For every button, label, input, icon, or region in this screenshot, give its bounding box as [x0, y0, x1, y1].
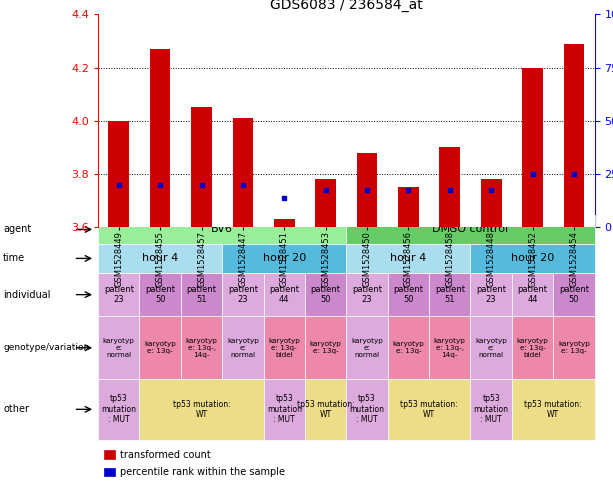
Text: hour 20: hour 20	[262, 254, 306, 263]
Bar	[346, 316, 387, 379]
Bar	[109, 121, 129, 227]
Bar	[346, 273, 387, 316]
Text: patient
51: patient 51	[435, 285, 465, 304]
Text: karyotyp
e:
normal: karyotyp e: normal	[475, 338, 507, 358]
Text: tp53
mutation
: MUT: tp53 mutation : MUT	[474, 395, 509, 424]
Bar	[264, 379, 305, 440]
Bar	[315, 179, 336, 227]
Text: tp53
mutation
: MUT: tp53 mutation : MUT	[101, 395, 136, 424]
Bar	[98, 244, 222, 273]
Bar	[553, 316, 595, 379]
Bar	[357, 153, 378, 227]
Text: patient
50: patient 50	[559, 285, 589, 304]
Text: karyotyp
e: 13q-,
14q-: karyotyp e: 13q-, 14q-	[434, 338, 466, 358]
Text: hour 20: hour 20	[511, 254, 554, 263]
Bar	[512, 273, 553, 316]
Bar	[512, 316, 553, 379]
Text: karyotyp
e: 13q-: karyotyp e: 13q-	[310, 341, 341, 354]
Bar	[429, 273, 471, 316]
Bar	[139, 316, 181, 379]
Bar	[387, 273, 429, 316]
Bar	[398, 187, 419, 227]
Bar	[264, 316, 305, 379]
Text: hour 4: hour 4	[142, 254, 178, 263]
Text: karyotyp
e:
normal: karyotyp e: normal	[351, 338, 383, 358]
Bar	[139, 273, 181, 316]
Bar	[274, 219, 295, 227]
Bar	[222, 273, 264, 316]
Bar	[98, 273, 139, 316]
Text: percentile rank within the sample: percentile rank within the sample	[120, 467, 285, 477]
Text: karyotyp
e: 13q-: karyotyp e: 13q-	[392, 341, 424, 354]
Bar	[98, 316, 139, 379]
Bar	[471, 273, 512, 316]
Text: patient
23: patient 23	[104, 285, 134, 304]
Text: karyotyp
e: 13q-: karyotyp e: 13q-	[558, 341, 590, 354]
Text: karyotyp
e: 13q-
bidel: karyotyp e: 13q- bidel	[517, 338, 549, 358]
Bar	[98, 379, 139, 440]
Text: karyotyp
e: 13q-: karyotyp e: 13q-	[144, 341, 176, 354]
Bar	[139, 379, 264, 440]
Bar	[264, 273, 305, 316]
Text: patient
23: patient 23	[228, 285, 258, 304]
Bar	[522, 68, 543, 227]
Text: transformed count: transformed count	[120, 450, 211, 460]
Bar	[346, 215, 595, 244]
Text: tp53
mutation
: MUT: tp53 mutation : MUT	[349, 395, 384, 424]
Bar	[222, 316, 264, 379]
Bar	[387, 379, 471, 440]
Bar	[104, 468, 115, 476]
Bar	[563, 44, 584, 227]
Bar	[346, 244, 470, 273]
Text: karyotyp
e:
normal: karyotyp e: normal	[103, 338, 135, 358]
Text: individual: individual	[3, 290, 50, 299]
Bar	[222, 244, 346, 273]
Text: tp53
mutation
: MUT: tp53 mutation : MUT	[267, 395, 302, 424]
Bar	[471, 316, 512, 379]
Text: patient
50: patient 50	[311, 285, 341, 304]
Bar	[98, 215, 346, 244]
Bar	[553, 273, 595, 316]
Text: patient
23: patient 23	[352, 285, 382, 304]
Text: agent: agent	[3, 225, 31, 234]
Text: time: time	[3, 254, 25, 263]
Bar	[471, 244, 595, 273]
Bar	[181, 273, 222, 316]
Bar	[191, 108, 212, 227]
Title: GDS6083 / 236584_at: GDS6083 / 236584_at	[270, 0, 423, 12]
Text: patient
23: patient 23	[476, 285, 506, 304]
Bar	[429, 316, 471, 379]
Bar	[150, 49, 170, 227]
Text: patient
50: patient 50	[394, 285, 424, 304]
Text: karyotyp
e:
normal: karyotyp e: normal	[227, 338, 259, 358]
Text: patient
44: patient 44	[269, 285, 299, 304]
Text: DMSO control: DMSO control	[432, 225, 509, 234]
Text: BV6: BV6	[211, 225, 233, 234]
Bar	[104, 450, 115, 459]
Bar	[305, 273, 346, 316]
Bar	[440, 147, 460, 227]
Bar	[471, 379, 512, 440]
Bar	[481, 179, 501, 227]
Bar	[305, 379, 346, 440]
Text: patient
44: patient 44	[517, 285, 547, 304]
Bar	[181, 316, 222, 379]
Bar	[387, 316, 429, 379]
Text: other: other	[3, 404, 29, 414]
Bar	[346, 379, 387, 440]
Bar	[232, 118, 253, 227]
Text: tp53 mutation:
WT: tp53 mutation: WT	[297, 399, 354, 419]
Text: patient
50: patient 50	[145, 285, 175, 304]
Text: karyotyp
e: 13q-
bidel: karyotyp e: 13q- bidel	[268, 338, 300, 358]
Text: tp53 mutation:
WT: tp53 mutation: WT	[173, 399, 230, 419]
Text: tp53 mutation:
WT: tp53 mutation: WT	[400, 399, 458, 419]
Text: karyotyp
e: 13q-,
14q-: karyotyp e: 13q-, 14q-	[186, 338, 218, 358]
Bar	[512, 379, 595, 440]
Bar	[305, 316, 346, 379]
Text: tp53 mutation:
WT: tp53 mutation: WT	[524, 399, 582, 419]
Text: genotype/variation: genotype/variation	[3, 343, 89, 352]
Text: patient
51: patient 51	[186, 285, 216, 304]
Text: hour 4: hour 4	[390, 254, 427, 263]
